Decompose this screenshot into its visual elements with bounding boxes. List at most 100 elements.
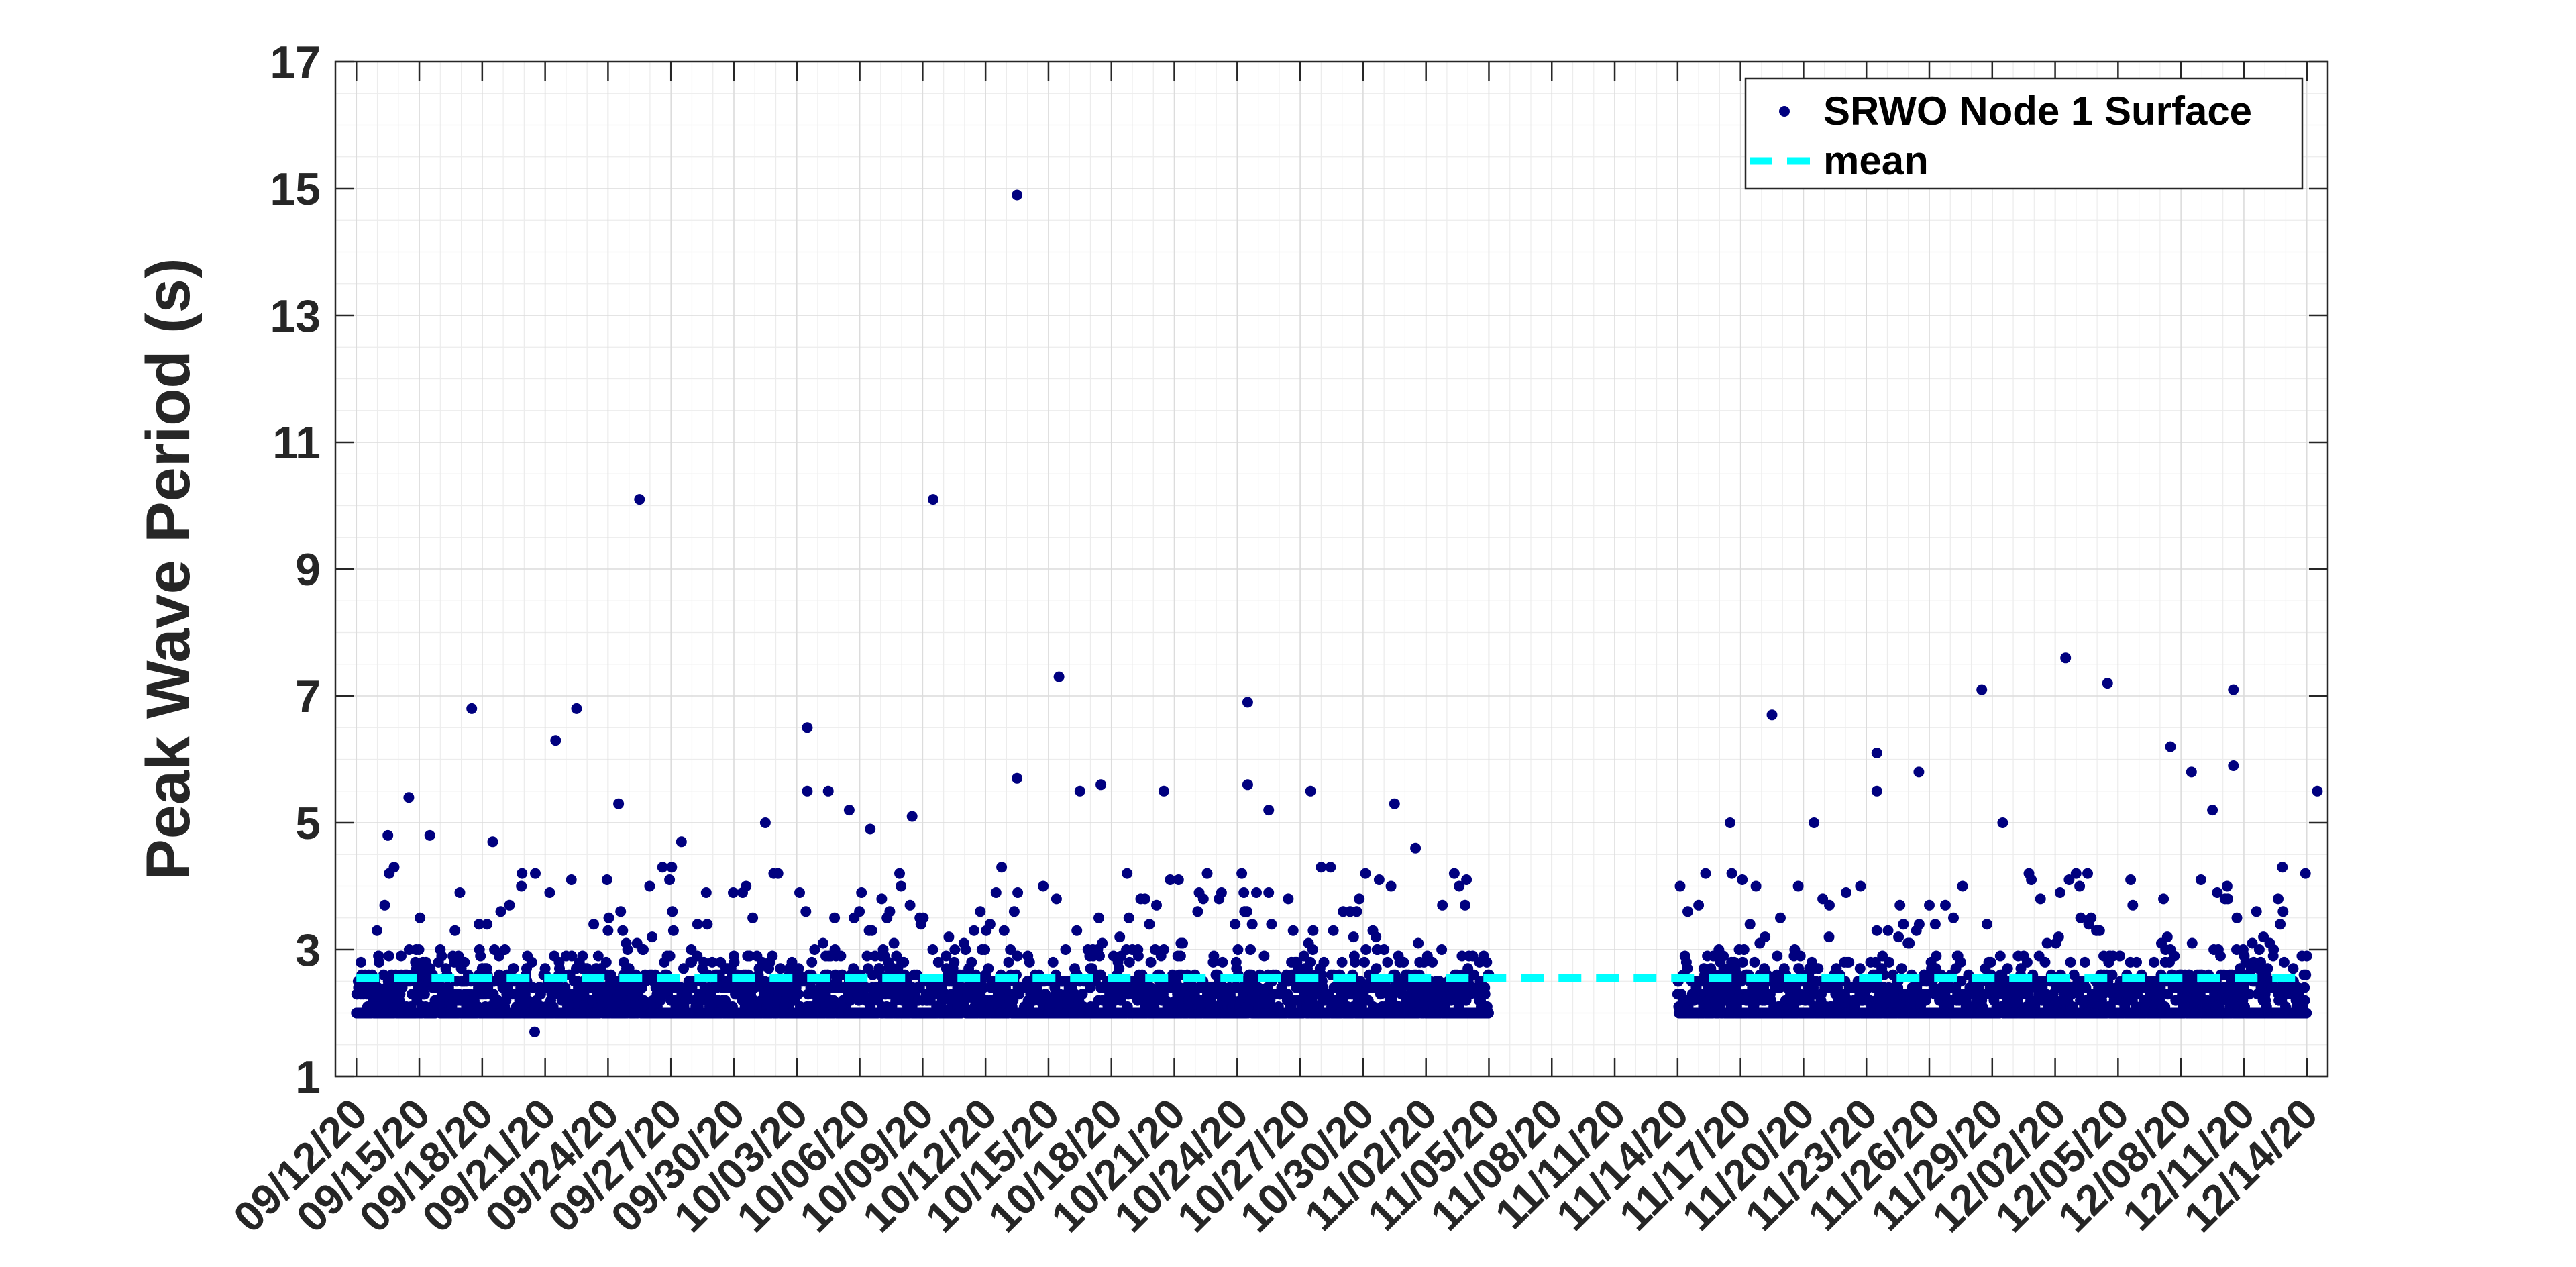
data-point [1246,919,1258,930]
data-point [617,925,629,936]
data-point [829,912,841,923]
data-point [1929,919,1941,930]
data-point [667,906,678,917]
data-point [1201,868,1213,879]
data-point [1437,899,1448,911]
data-point [835,950,847,962]
data-point [1197,893,1209,905]
data-point [1957,880,1968,892]
data-point [2021,956,2033,968]
data-point [638,944,649,955]
data-point [1871,925,1882,936]
data-point [1674,880,1686,892]
data-point [861,950,873,962]
data-point [927,944,938,955]
data-point [383,950,394,962]
data-point [2222,893,2233,905]
data-point [1398,956,1409,968]
data-point [1208,950,1220,962]
data-point [1139,893,1150,905]
data-point [692,919,703,930]
data-point [415,912,426,923]
data-point [622,944,633,955]
data-point [1461,874,1472,885]
data-point [1794,950,1806,962]
data-point [647,931,658,943]
data-point [1772,950,1783,962]
data-point [374,956,385,968]
data-point [601,874,612,885]
data-point [1145,956,1157,968]
data-point [1354,893,1365,905]
data-point [475,950,486,962]
data-point [744,950,755,962]
data-point [706,956,718,968]
data-point [884,906,896,917]
data-point [1760,931,1771,943]
data-point [1360,944,1372,955]
data-point [517,868,528,879]
data-point [966,956,977,968]
data-point [984,919,996,930]
data-point [1232,944,1244,955]
data-point [702,919,713,930]
data-point [809,944,820,955]
data-point [1360,868,1371,879]
data-point [1122,868,1133,879]
data-point [1460,899,1470,911]
data-point [1924,899,1935,911]
data-point [657,862,668,873]
data-point [1173,874,1184,885]
data-point [516,880,527,892]
data-point [1371,963,1382,974]
data-point [2070,868,2082,879]
data-point [2186,937,2198,949]
data-point [941,950,952,962]
data-point [1682,906,1693,917]
data-point [449,925,461,936]
data-point [664,874,676,885]
data-point [983,963,994,974]
data-point [800,906,812,917]
data-point [1904,937,1915,949]
data-point [508,963,519,974]
data-point [854,906,865,917]
data-point [615,906,627,917]
data-point [1737,956,1748,968]
data-point [729,956,740,968]
data-point [1328,925,1339,936]
data-points [351,189,2323,1037]
data-point [482,919,493,930]
data-point [1336,956,1348,968]
data-point [1093,912,1104,923]
data-point [856,887,867,898]
data-point [1024,956,1035,968]
data-point [592,950,604,962]
data-point [666,862,678,873]
data-point [1898,919,1909,930]
data-point [2149,956,2159,968]
data-point [526,956,537,968]
data-point [1749,956,1760,968]
data-point [1245,944,1256,955]
data-point [388,862,400,873]
data-point [1896,963,1907,974]
data-point [2125,874,2137,885]
data-point [1479,989,1491,1000]
data-point [1283,893,1294,905]
data-point [1263,887,1275,898]
data-point [2114,950,2125,962]
data-point [1123,912,1134,923]
data-point [904,899,916,911]
data-point [932,956,944,968]
data-point [436,950,447,962]
data-point [2127,899,2139,911]
data-point [1373,874,1385,885]
data-point [2082,868,2093,879]
data-point [454,887,466,898]
data-point [1813,963,1824,974]
data-point [2131,956,2142,968]
data-point [2074,880,2086,892]
data-point [1682,963,1693,974]
data-point [1038,880,1049,892]
